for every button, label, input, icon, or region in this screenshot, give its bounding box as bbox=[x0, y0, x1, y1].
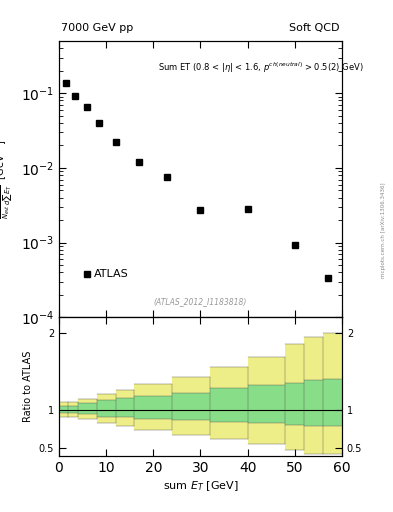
Text: Soft QCD: Soft QCD bbox=[290, 23, 340, 33]
Text: mcplots.cern.ch [arXiv:1306.3436]: mcplots.cern.ch [arXiv:1306.3436] bbox=[381, 183, 386, 278]
Text: ATLAS: ATLAS bbox=[94, 269, 129, 279]
Y-axis label: $\frac{1}{N_{evt}}\frac{dN_{evt}}{d\sum E_T}$  [GeV$^{-1}$]: $\frac{1}{N_{evt}}\frac{dN_{evt}}{d\sum … bbox=[0, 139, 15, 219]
X-axis label: sum $E_T$ [GeV]: sum $E_T$ [GeV] bbox=[163, 479, 238, 493]
Text: (ATLAS_2012_I1183818): (ATLAS_2012_I1183818) bbox=[154, 297, 247, 306]
Text: 7000 GeV pp: 7000 GeV pp bbox=[61, 23, 133, 33]
Text: Sum ET (0.8 < $|\eta|$ < 1.6, $p^{ch(neutral)}$ > 0.5(2) GeV): Sum ET (0.8 < $|\eta|$ < 1.6, $p^{ch(neu… bbox=[158, 60, 364, 75]
Y-axis label: Ratio to ATLAS: Ratio to ATLAS bbox=[23, 351, 33, 422]
